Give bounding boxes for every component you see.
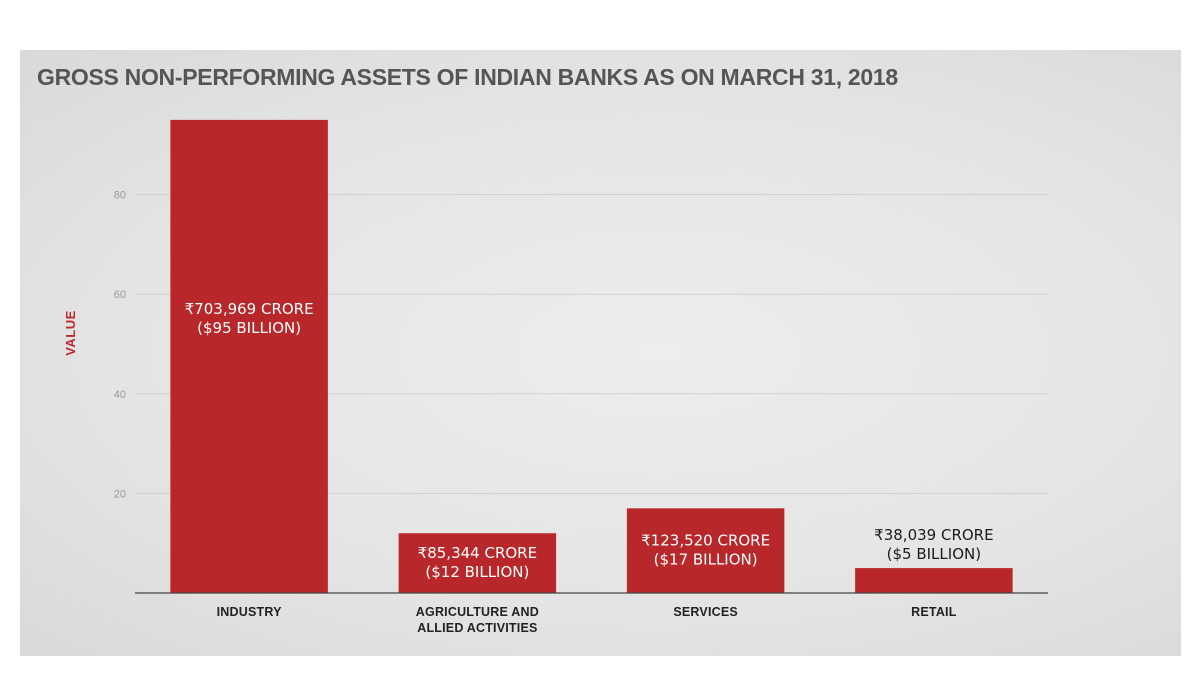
x-tick-label: ALLIED ACTIVITIES xyxy=(417,621,537,635)
bar xyxy=(398,533,557,593)
bar xyxy=(170,119,328,594)
data-label: ($5 BILLION) xyxy=(887,545,981,563)
data-label: ($12 BILLION) xyxy=(425,563,529,581)
bars xyxy=(170,119,1013,594)
x-tick-label: INDUSTRY xyxy=(217,605,282,619)
y-tick-label: 60 xyxy=(114,289,126,301)
x-tick-label: AGRICULTURE AND xyxy=(416,605,539,619)
y-tick-label: 40 xyxy=(114,389,126,401)
y-tick-label: 80 xyxy=(114,190,126,202)
y-axis-label: VALUE xyxy=(63,310,78,356)
data-label: ₹85,344 CRORE xyxy=(418,544,537,562)
data-label: ₹703,969 CRORE xyxy=(185,300,314,318)
x-tick-label: RETAIL xyxy=(911,605,957,619)
y-tick-label: 20 xyxy=(114,488,126,500)
y-tick-labels: 20 40 60 80 xyxy=(114,190,126,501)
chart-title: GROSS NON-PERFORMING ASSETS OF INDIAN BA… xyxy=(37,64,898,90)
data-label: ₹38,039 CRORE xyxy=(874,526,993,544)
x-tick-labels: INDUSTRY AGRICULTURE AND ALLIED ACTIVITIES… xyxy=(217,605,957,635)
data-label: ($95 BILLION) xyxy=(197,319,301,337)
bar xyxy=(626,508,785,593)
bar xyxy=(855,568,1013,593)
data-label: ($17 BILLION) xyxy=(654,551,758,569)
data-label: ₹123,520 CRORE xyxy=(641,532,770,550)
x-tick-label: SERVICES xyxy=(673,605,738,619)
data-labels: ₹703,969 CRORE($95 BILLION) ₹85,344 CRORE… xyxy=(185,300,994,581)
